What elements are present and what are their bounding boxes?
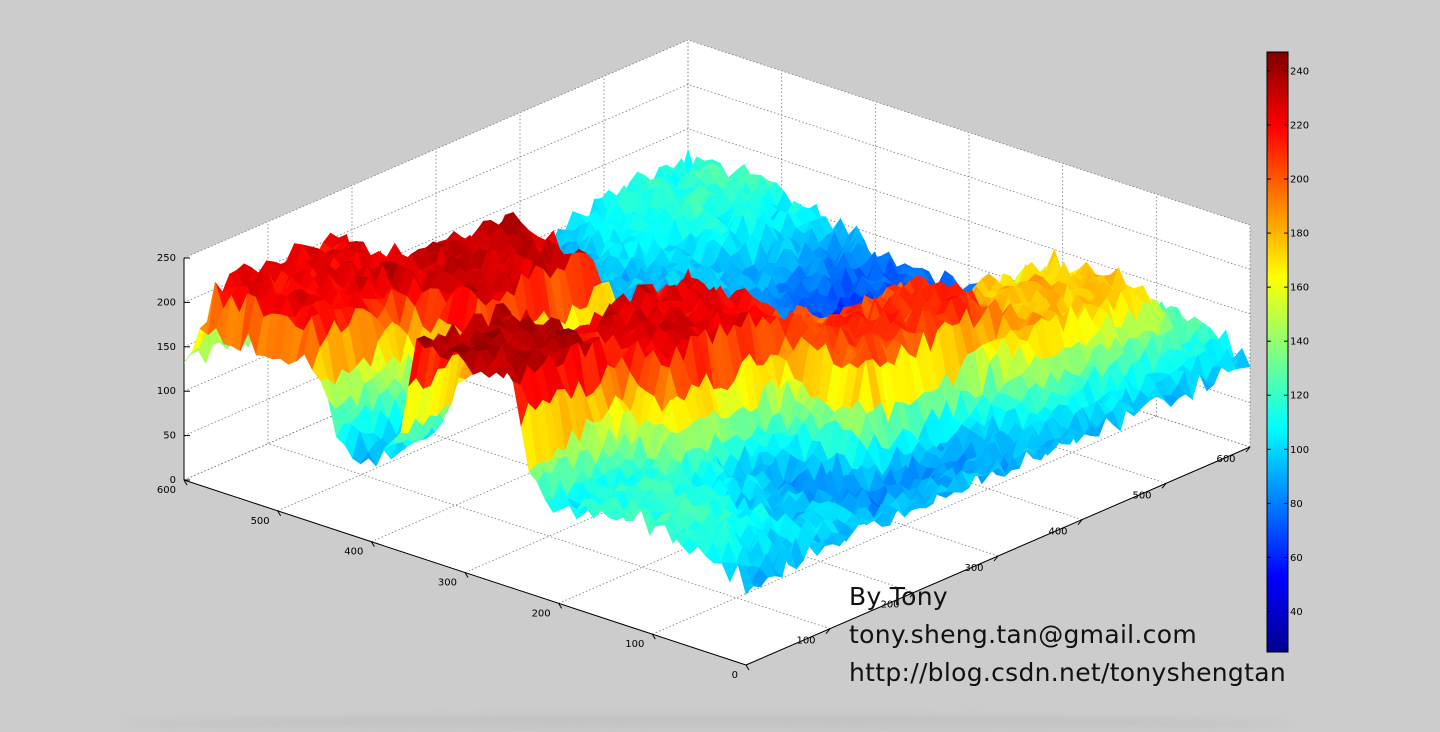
x-tick-label: 200 <box>532 608 551 619</box>
grid-line-wall-z <box>687 84 1251 270</box>
x-tick-label: 0 <box>732 670 738 681</box>
x-tick-label: 500 <box>251 516 270 527</box>
grid-line-wall-z <box>183 84 689 303</box>
x-tick-label: 600 <box>157 485 176 496</box>
grid-line-floor-y <box>351 406 915 593</box>
z-tick-label: 150 <box>157 342 176 353</box>
y-tick-label: 100 <box>796 636 815 647</box>
x-tick-mark <box>745 664 750 671</box>
y-tick-label: 300 <box>964 563 983 574</box>
colorbar-gradient <box>1266 51 1289 653</box>
grid-line-wall-z <box>183 39 689 259</box>
grid-line-floor-x <box>652 415 1157 635</box>
colorbar-tick-label: 80 <box>1290 499 1303 510</box>
grid-line-floor-y <box>267 443 831 630</box>
z-tick-label: 50 <box>163 431 176 442</box>
x-tick-label: 300 <box>438 578 457 589</box>
z-tick-label: 250 <box>157 253 176 264</box>
z-tick-label: 0 <box>170 475 176 486</box>
z-tick-label: 200 <box>157 297 176 308</box>
y-tick-label: 500 <box>1132 490 1151 501</box>
grid-line-wall-z <box>687 128 1251 315</box>
x-tick-label: 400 <box>344 547 363 558</box>
y-tick-label: 600 <box>1216 454 1235 465</box>
grid-line-wall-z <box>183 128 689 348</box>
colorbar-tick-label: 40 <box>1290 607 1303 618</box>
grid-line-wall-z <box>687 39 1251 226</box>
colorbar-tick-label: 60 <box>1290 553 1303 564</box>
surface-mesh <box>183 148 1251 595</box>
x-tick-label: 100 <box>625 639 644 650</box>
z-tick-label: 100 <box>157 386 176 397</box>
y-tick-label: 400 <box>1048 527 1067 538</box>
